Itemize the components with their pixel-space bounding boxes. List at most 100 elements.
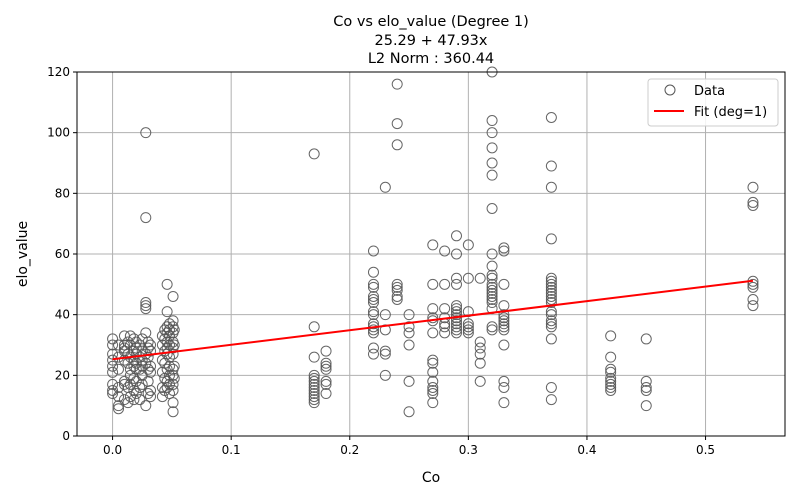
data-point: [145, 360, 157, 372]
data-point: [747, 294, 759, 305]
data-point: [486, 321, 498, 333]
data-point: [308, 381, 320, 393]
data-point: [320, 388, 332, 400]
data-point: [545, 290, 557, 302]
data-point: [107, 378, 119, 390]
data-point: [161, 381, 173, 393]
data-point: [403, 321, 415, 333]
data-point: [391, 78, 403, 90]
data-point: [486, 260, 498, 272]
data-point: [320, 363, 332, 375]
data-point: [140, 127, 152, 139]
data-point: [118, 378, 130, 390]
data-point: [486, 203, 498, 214]
data-point: [462, 321, 474, 333]
data-point: [474, 272, 486, 284]
data-point: [640, 375, 652, 387]
data-point: [403, 375, 415, 387]
data-point: [167, 397, 179, 409]
y-tick-label: 60: [55, 247, 70, 261]
x-tick-label: 0.5: [696, 443, 715, 457]
data-point: [427, 327, 439, 339]
data-point: [498, 312, 510, 324]
y-tick-label: 0: [62, 429, 70, 443]
data-point: [140, 400, 152, 412]
data-point: [747, 181, 759, 193]
data-point: [308, 397, 320, 409]
data-point: [427, 354, 439, 366]
data-point: [320, 357, 332, 369]
data-point: [403, 309, 415, 321]
data-point: [640, 400, 652, 412]
data-point: [498, 242, 510, 254]
data-point: [486, 294, 498, 305]
data-point: [450, 321, 462, 333]
data-point: [367, 290, 379, 302]
data-point: [113, 363, 125, 375]
data-point: [462, 324, 474, 336]
data-point: [498, 375, 510, 387]
data-point: [545, 394, 557, 406]
data-point: [545, 315, 557, 327]
data-point: [391, 281, 403, 293]
data-point: [391, 118, 403, 130]
data-point: [167, 290, 179, 302]
data-point: [427, 375, 439, 387]
data-point: [145, 385, 157, 396]
data-point: [545, 233, 557, 245]
x-axis-label: Co: [422, 470, 440, 486]
data-point: [545, 284, 557, 296]
data-point: [167, 348, 179, 360]
data-point: [450, 309, 462, 321]
data-point: [545, 321, 557, 333]
data-point: [142, 342, 154, 354]
data-point: [545, 272, 557, 284]
data-point: [439, 327, 451, 339]
data-point: [486, 157, 498, 169]
data-point: [462, 327, 474, 339]
data-point: [320, 360, 332, 372]
data-point: [134, 339, 146, 351]
data-point: [462, 272, 474, 284]
data-point: [605, 378, 617, 390]
data-points: [107, 66, 759, 418]
data-point: [427, 388, 439, 400]
data-point: [498, 315, 510, 327]
data-point: [747, 196, 759, 208]
data-point: [308, 321, 320, 333]
data-point: [320, 345, 332, 357]
data-point: [498, 397, 510, 409]
data-point: [498, 245, 510, 257]
data-point: [545, 287, 557, 299]
y-tick-label: 40: [55, 308, 70, 322]
data-point: [498, 339, 510, 351]
data-point: [605, 385, 617, 396]
data-point: [308, 369, 320, 381]
data-point: [545, 112, 557, 123]
data-point: [379, 181, 391, 193]
data-point: [130, 336, 142, 348]
data-point: [136, 369, 148, 381]
data-point: [367, 294, 379, 305]
legend-box: [647, 78, 779, 127]
chart-title-line-2: 25.29 + 47.93x: [375, 33, 488, 49]
data-point: [136, 360, 148, 372]
y-tick-label: 20: [55, 368, 70, 382]
data-point: [462, 318, 474, 330]
data-point: [640, 381, 652, 393]
data-point: [107, 339, 119, 351]
data-point: [439, 321, 451, 333]
data-point: [605, 381, 617, 393]
data-point: [545, 318, 557, 330]
data-point: [545, 297, 557, 309]
data-point: [367, 297, 379, 309]
data-point: [486, 278, 498, 290]
data-point: [391, 284, 403, 296]
data-point: [605, 351, 617, 363]
x-tick-label: 0.3: [459, 443, 478, 457]
data-point: [156, 391, 168, 403]
data-point: [427, 381, 439, 393]
data-point: [391, 278, 403, 290]
data-point: [168, 339, 180, 351]
data-point: [161, 363, 173, 375]
